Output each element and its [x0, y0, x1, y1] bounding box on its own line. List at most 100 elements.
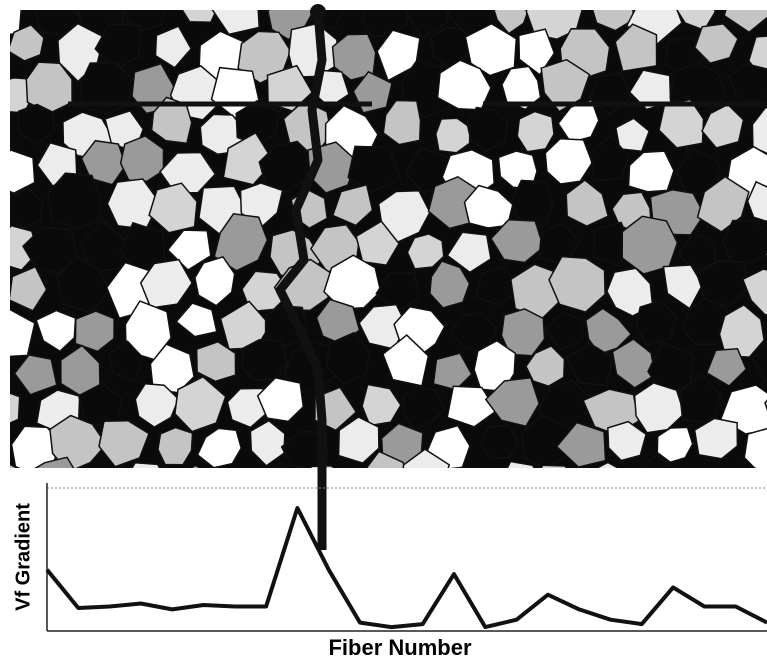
fiber-cell: [139, 258, 193, 309]
fiber-cell: [463, 184, 514, 229]
fiber-cell: [621, 215, 679, 275]
fiber-cell: [627, 150, 675, 193]
fiber-cell: [543, 311, 584, 351]
fiber-cell: [544, 138, 594, 185]
fiber-cell: [196, 427, 243, 468]
fiber-cell: [226, 387, 269, 429]
fiber-cell: [10, 265, 48, 312]
fiber-cell: [337, 416, 380, 464]
fiber-cell: [10, 10, 22, 36]
fiber-cell: [189, 464, 202, 468]
fiber-cell: [22, 226, 79, 275]
fiber-cell: [606, 267, 654, 317]
fiber-cell: [280, 430, 329, 468]
fiber-cell: [10, 23, 45, 62]
fiber-cell: [13, 354, 58, 396]
fiber-cell: [34, 456, 75, 468]
fiber-cell: [10, 308, 36, 358]
fiber-cell: [17, 103, 55, 146]
fiber-cell: [436, 59, 492, 111]
fiber-cell: [500, 308, 546, 357]
fiber-cell: [727, 63, 767, 104]
fiber-cell: [705, 348, 748, 387]
fiber-cells: [10, 10, 767, 468]
fiber-cell: [633, 382, 686, 434]
fiber-cell: [607, 420, 647, 462]
fiber-cell: [520, 414, 571, 468]
fiber-cell: [382, 334, 430, 387]
fiber-cell: [693, 417, 739, 460]
fiber-cell: [516, 110, 555, 153]
fiber-cell: [676, 10, 717, 32]
fiber-cell: [656, 426, 694, 464]
fiber-cell: [405, 10, 449, 39]
fiber-cell: [375, 271, 420, 313]
fiber-cell: [446, 385, 498, 428]
fiber-cell: [402, 385, 446, 431]
fiber-cell: [565, 343, 615, 387]
fiber-cell: [701, 103, 745, 149]
fiber-cell: [638, 453, 676, 468]
fiber-cell: [256, 376, 305, 423]
fiber-cell: [10, 186, 44, 229]
fiber-cell: [124, 10, 166, 32]
fiber-cell: [77, 382, 123, 428]
fiber-cell: [331, 33, 377, 81]
fiber-cell: [331, 183, 374, 227]
fiber-cell: [108, 340, 144, 382]
fiber-cell: [647, 341, 694, 399]
fiber-cell: [148, 182, 198, 234]
fiber-cell: [10, 392, 21, 424]
fiber-cell: [473, 339, 517, 393]
fiber-cell: [10, 149, 36, 195]
fiber-cell: [751, 341, 767, 382]
fiber-cell: [80, 219, 127, 274]
fiber-cell: [249, 419, 286, 467]
fiber-cell: [175, 302, 218, 338]
fiber-cell: [446, 231, 492, 274]
fiber-cell: [662, 264, 704, 310]
fiber-cell: [635, 299, 678, 347]
fiber-cell: [10, 463, 19, 468]
fiber-cell: [211, 10, 260, 36]
fiber-cell: [614, 23, 658, 73]
fiber-cell: [382, 99, 422, 146]
fiber-cell: [181, 10, 218, 24]
fiber-cell: [119, 221, 166, 276]
fiber-cell: [540, 464, 568, 468]
fiber-cell: [25, 61, 73, 115]
fiber-cell: [429, 260, 471, 309]
fiber-cell: [74, 310, 115, 353]
fiber-cell: [746, 180, 767, 223]
fiber-cell: [721, 219, 767, 264]
fiber-cell: [565, 179, 610, 228]
y-axis-label: Vf Gradient: [12, 503, 34, 611]
fiber-cell: [743, 427, 767, 468]
fiber-cell: [131, 461, 161, 468]
fiber-cell: [506, 460, 536, 468]
fiber-cell: [723, 10, 767, 34]
fiber-cell: [159, 151, 217, 194]
fiber-cell: [463, 467, 468, 468]
fiber-cell: [134, 382, 180, 428]
fiber-cell: [241, 338, 289, 382]
fiber-cell: [377, 190, 431, 244]
fiber-cell: [464, 22, 518, 77]
crack-path: [275, 11, 327, 550]
fiber-cell: [741, 467, 757, 468]
fiber-cell: [584, 307, 633, 355]
fiber-cell: [741, 268, 767, 316]
fiber-cell: [466, 106, 509, 152]
fiber-cell: [194, 256, 236, 307]
fiber-cell: [435, 117, 471, 154]
fiber-cell: [47, 172, 102, 229]
fiber-cell: [696, 175, 750, 233]
fiber-cell: [49, 414, 108, 468]
fiber-cell: [406, 233, 445, 270]
fiber-cell: [402, 448, 451, 468]
fiber-cell: [365, 450, 406, 468]
fiber-cell: [195, 340, 237, 383]
fiber-cell: [213, 212, 269, 272]
fiber-cell: [174, 375, 227, 433]
x-axis-label: Fiber Number: [328, 635, 471, 660]
